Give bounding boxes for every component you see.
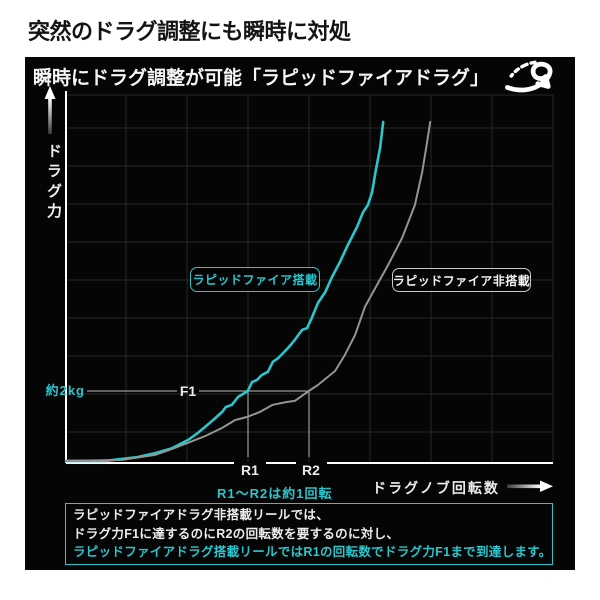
page-title: 突然のドラグ調整にも瞬時に対処 bbox=[28, 19, 351, 44]
axes bbox=[65, 91, 553, 464]
y-axis-label: ドラグ力 bbox=[45, 143, 62, 223]
r2-mark-label: R2 bbox=[302, 462, 320, 478]
y-ref-value-label: 約2kg bbox=[46, 383, 85, 398]
curve-equipped bbox=[64, 120, 385, 463]
legend-equipped-label: ラピッドファイア搭載 bbox=[192, 273, 318, 287]
footnote-line: ラピッドファイアドラグ搭載リールではR1の回転数でドラグ力F1まで到達します。 bbox=[73, 545, 552, 560]
r1-mark-label: R1 bbox=[241, 462, 259, 478]
reference-lines bbox=[87, 390, 310, 457]
y-axis-arrow-icon bbox=[44, 86, 56, 134]
x-axis-label: ドラグノブ回転数 bbox=[372, 480, 500, 496]
feature-panel: 瞬時にドラグ調整が可能「ラピッドファイアドラグ」 bbox=[25, 57, 575, 570]
x-axis-arrow-icon bbox=[507, 480, 553, 492]
rapid-fire-drag-logo-icon bbox=[505, 60, 553, 93]
panel-heading: 瞬時にドラグ調整が可能「ラピッドファイアドラグ」 bbox=[33, 68, 490, 89]
footnote-line: ドラグ力F1に達するのにR2の回転数を要するのに対し、 bbox=[73, 526, 400, 541]
curve-not-equipped bbox=[65, 120, 432, 462]
legend-not-equipped-label: ラピッドファイア非搭載 bbox=[392, 273, 531, 288]
f1-label: F1 bbox=[180, 383, 197, 399]
chart-labels: 約2kg F1 R1 R2 ドラグノブ回転数 bbox=[46, 383, 500, 496]
footnote-box: ラピッドファイアドラグ非搭載リールでは、 ドラグ力F1に達するのにR2の回転数を… bbox=[65, 503, 553, 565]
chart-curves bbox=[64, 120, 432, 463]
footnote-line: ラピッドファイアドラグ非搭載リールでは、 bbox=[73, 508, 330, 523]
legend-equipped: ラピッドファイア搭載 bbox=[190, 267, 320, 292]
rotation-note: R1～R2は約1回転 bbox=[217, 486, 333, 501]
legend-not-equipped: ラピッドファイア非搭載 bbox=[392, 268, 531, 292]
